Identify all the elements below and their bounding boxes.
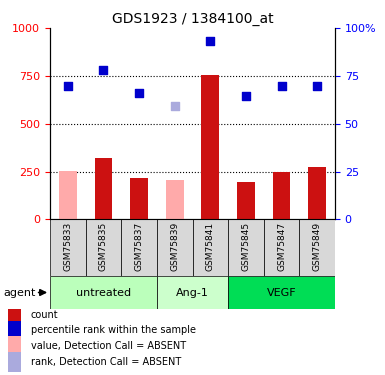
- Point: [278, 84, 285, 90]
- Text: GSM75835: GSM75835: [99, 222, 108, 272]
- Text: GSM75833: GSM75833: [64, 222, 72, 272]
- Bar: [157, 219, 192, 276]
- Point: [243, 93, 249, 99]
- Text: GSM75845: GSM75845: [241, 222, 250, 272]
- Bar: [50, 219, 85, 276]
- Text: Ang-1: Ang-1: [176, 288, 209, 297]
- Bar: [59, 171, 77, 219]
- Bar: [300, 219, 335, 276]
- Bar: [8, 352, 21, 372]
- Bar: [237, 182, 255, 219]
- Point: [207, 38, 213, 44]
- Bar: [50, 276, 157, 309]
- Bar: [201, 75, 219, 219]
- Bar: [157, 276, 228, 309]
- Bar: [228, 219, 264, 276]
- Bar: [8, 321, 21, 340]
- Bar: [166, 180, 184, 219]
- Title: GDS1923 / 1384100_at: GDS1923 / 1384100_at: [112, 12, 273, 26]
- Point: [136, 90, 142, 96]
- Bar: [8, 305, 21, 324]
- Text: value, Detection Call = ABSENT: value, Detection Call = ABSENT: [31, 341, 186, 351]
- Bar: [192, 219, 228, 276]
- Bar: [85, 219, 121, 276]
- Text: agent: agent: [4, 288, 36, 297]
- Text: GSM75849: GSM75849: [313, 222, 321, 272]
- Point: [172, 103, 178, 109]
- Point: [314, 84, 320, 90]
- Bar: [130, 178, 148, 219]
- Point: [65, 82, 71, 88]
- Bar: [95, 158, 112, 219]
- Bar: [264, 219, 300, 276]
- Bar: [8, 336, 21, 356]
- Bar: [273, 172, 290, 219]
- Text: VEGF: VEGF: [267, 288, 296, 297]
- Text: count: count: [31, 310, 59, 320]
- Text: GSM75847: GSM75847: [277, 222, 286, 272]
- Text: percentile rank within the sample: percentile rank within the sample: [31, 326, 196, 335]
- Bar: [228, 276, 335, 309]
- Bar: [308, 167, 326, 219]
- Text: rank, Detection Call = ABSENT: rank, Detection Call = ABSENT: [31, 357, 181, 367]
- Text: GSM75837: GSM75837: [135, 222, 144, 272]
- Text: GSM75841: GSM75841: [206, 222, 215, 272]
- Text: untreated: untreated: [76, 288, 131, 297]
- Bar: [121, 219, 157, 276]
- Point: [100, 67, 107, 73]
- Text: GSM75839: GSM75839: [170, 222, 179, 272]
